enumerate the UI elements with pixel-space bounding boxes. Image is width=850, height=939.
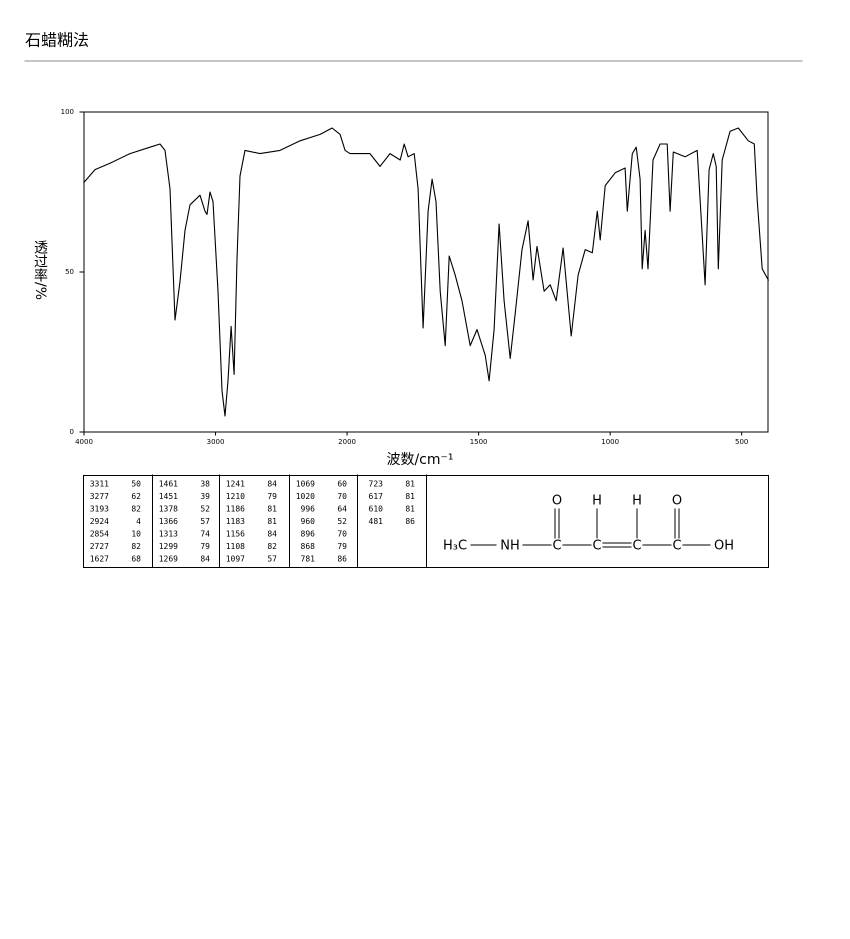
y-tick-label: 50 bbox=[65, 268, 74, 276]
peak-wavenumber: 1020 bbox=[296, 492, 315, 501]
x-tick-label: 2000 bbox=[338, 438, 356, 446]
peak-intensity: 68 bbox=[131, 555, 141, 564]
peak-wavenumber: 1241 bbox=[226, 480, 245, 489]
peak-intensity: 82 bbox=[267, 542, 277, 551]
peak-intensity: 70 bbox=[337, 530, 347, 539]
peak-wavenumber: 1069 bbox=[296, 480, 315, 489]
peak-wavenumber: 1183 bbox=[226, 517, 245, 526]
structure-bonds bbox=[470, 508, 711, 548]
peak-intensity: 79 bbox=[267, 492, 277, 501]
atom-label: H₃C bbox=[443, 539, 467, 554]
peak-wavenumber: 1156 bbox=[226, 530, 245, 539]
peak-wavenumber: 1366 bbox=[159, 517, 178, 526]
y-tick-label: 100 bbox=[61, 108, 74, 116]
peak-intensity: 81 bbox=[405, 505, 415, 514]
peak-intensity: 4 bbox=[136, 517, 141, 526]
atom-label: NH bbox=[500, 539, 520, 554]
peak-wavenumber: 781 bbox=[301, 555, 316, 564]
peak-wavenumber: 1627 bbox=[90, 555, 109, 564]
peak-wavenumber: 617 bbox=[369, 492, 384, 501]
x-axis-label: 波数/cm⁻¹ bbox=[386, 452, 453, 468]
peak-wavenumber: 1097 bbox=[226, 555, 245, 564]
peak-wavenumber: 3277 bbox=[90, 492, 109, 501]
atom-label: C bbox=[672, 539, 681, 554]
peak-wavenumber: 3193 bbox=[90, 505, 109, 514]
peak-intensity: 52 bbox=[200, 505, 210, 514]
x-tick-label: 4000 bbox=[75, 438, 93, 446]
peak-wavenumber: 1461 bbox=[159, 480, 178, 489]
peak-intensity: 82 bbox=[131, 542, 141, 551]
atom-label: H bbox=[592, 494, 602, 509]
peak-intensity: 52 bbox=[337, 517, 347, 526]
peak-wavenumber: 1378 bbox=[159, 505, 178, 514]
peak-wavenumber: 481 bbox=[369, 517, 384, 526]
peak-intensity: 50 bbox=[131, 480, 141, 489]
peak-wavenumber: 2854 bbox=[90, 530, 109, 539]
peak-intensity: 84 bbox=[267, 480, 277, 489]
atom-label: O bbox=[672, 494, 682, 509]
peak-wavenumber: 1299 bbox=[159, 542, 178, 551]
peak-wavenumber: 1210 bbox=[226, 492, 245, 501]
atom-label: C bbox=[632, 539, 641, 554]
peak-wavenumber: 1108 bbox=[226, 542, 245, 551]
peak-wavenumber: 1451 bbox=[159, 492, 178, 501]
peak-intensity: 57 bbox=[267, 555, 277, 564]
atom-label: OH bbox=[714, 539, 734, 554]
peak-intensity: 64 bbox=[337, 505, 347, 514]
peak-wavenumber: 2727 bbox=[90, 542, 109, 551]
peak-intensity: 38 bbox=[200, 480, 210, 489]
atom-label: C bbox=[552, 539, 561, 554]
peak-intensity: 60 bbox=[337, 480, 347, 489]
atom-label: O bbox=[552, 494, 562, 509]
peak-intensity: 86 bbox=[405, 517, 415, 526]
peak-intensity: 74 bbox=[200, 530, 210, 539]
peak-wavenumber: 610 bbox=[369, 505, 384, 514]
peak-intensity: 57 bbox=[200, 517, 210, 526]
peak-wavenumber: 996 bbox=[301, 505, 316, 514]
y-axis-label: 透过率/% bbox=[32, 240, 48, 300]
peak-wavenumber: 868 bbox=[301, 542, 316, 551]
atom-label: C bbox=[592, 539, 601, 554]
header-title: 石蜡糊法 bbox=[25, 31, 89, 50]
x-tick-label: 1000 bbox=[601, 438, 619, 446]
peak-intensity: 81 bbox=[267, 517, 277, 526]
peak-intensity: 84 bbox=[200, 555, 210, 564]
spectrum-line bbox=[83, 127, 770, 417]
y-tick-label: 0 bbox=[70, 428, 74, 436]
peak-wavenumber: 1313 bbox=[159, 530, 178, 539]
peak-intensity: 81 bbox=[405, 480, 415, 489]
peak-intensity: 81 bbox=[267, 505, 277, 514]
peak-wavenumber: 1186 bbox=[226, 505, 245, 514]
peak-wavenumber: 723 bbox=[369, 480, 384, 489]
peak-wavenumber: 1269 bbox=[159, 555, 178, 564]
peak-wavenumber: 960 bbox=[301, 517, 316, 526]
x-tick-label: 3000 bbox=[207, 438, 225, 446]
peak-wavenumber: 896 bbox=[301, 530, 316, 539]
peak-intensity: 10 bbox=[131, 530, 141, 539]
peak-wavenumber: 2924 bbox=[90, 517, 109, 526]
peak-intensity: 39 bbox=[200, 492, 210, 501]
peak-intensity: 79 bbox=[200, 542, 210, 551]
peak-intensity: 82 bbox=[131, 505, 141, 514]
x-tick-label: 500 bbox=[735, 438, 748, 446]
peak-intensity: 79 bbox=[337, 542, 347, 551]
atom-label: H bbox=[632, 494, 642, 509]
peak-intensity: 70 bbox=[337, 492, 347, 501]
peak-intensity: 81 bbox=[405, 492, 415, 501]
peak-intensity: 84 bbox=[267, 530, 277, 539]
x-tick-label: 1500 bbox=[470, 438, 488, 446]
peak-wavenumber: 3311 bbox=[90, 480, 109, 489]
peak-intensity: 62 bbox=[131, 492, 141, 501]
peak-intensity: 86 bbox=[337, 555, 347, 564]
